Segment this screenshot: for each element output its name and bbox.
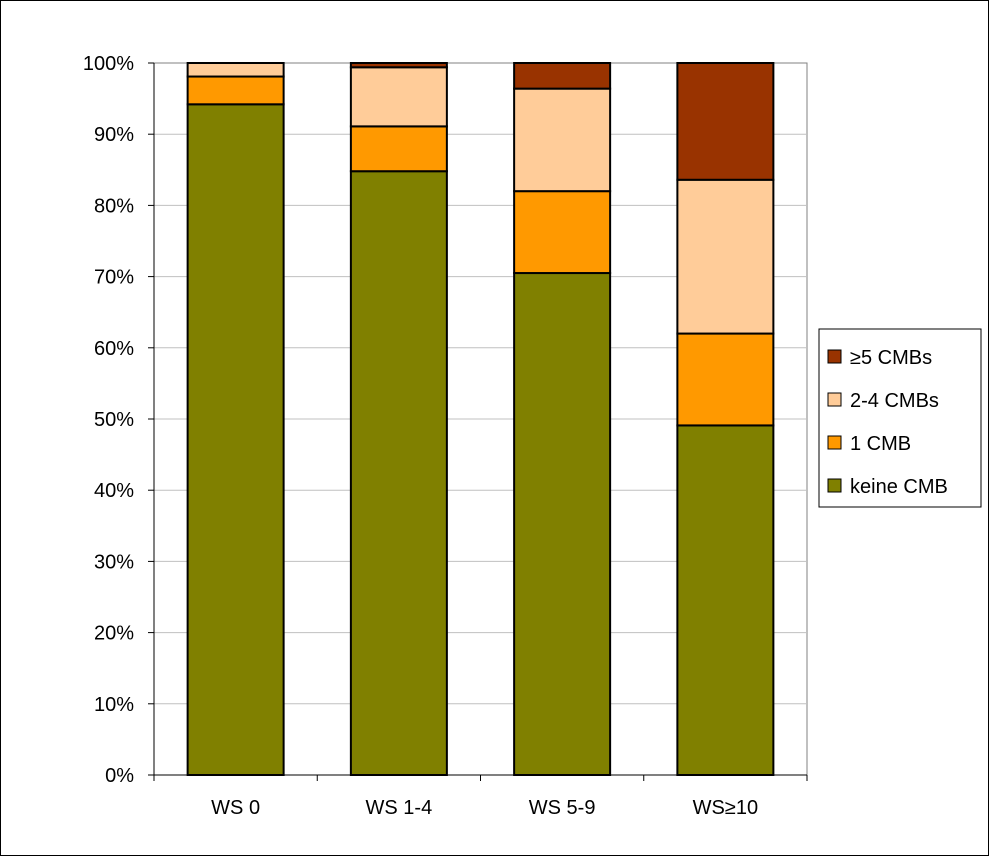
bar-segment [676,332,775,427]
legend-swatch [827,478,842,493]
y-tick-label: 100% [83,53,134,75]
bar-segment [186,62,285,78]
x-category-label: WS 0 [211,797,260,819]
bar-segment [676,178,775,335]
bar-segment [349,125,448,173]
x-category-label: WS≥10 [693,797,758,819]
legend-swatch [827,392,842,407]
bar-segment [513,87,612,193]
y-tick-label: 60% [94,338,134,360]
legend: ≥5 CMBs 2-4 CMBs 1 CMB keine CMB [818,328,982,508]
y-tick-label: 50% [94,409,134,431]
bar-segment [186,75,285,106]
bar-segment [349,170,448,776]
y-tick-label: 20% [94,623,134,645]
bar-segment [349,66,448,128]
x-category-label: WS 5-9 [529,797,596,819]
bar-segment [513,62,612,90]
axes: 0% 10% 20% 30% 40% 50% 60% 70% 80% 90% 100% WS 0 WS … [83,53,808,819]
bar-segment [513,272,612,776]
bars [186,62,775,776]
y-tick-label: 10% [94,694,134,716]
legend-entry-label: 2-4 CMBs [850,390,939,412]
legend-swatch [827,349,842,364]
y-tick-label: 90% [94,124,134,146]
legend-entry-label: keine CMB [850,476,948,498]
bar-segment [186,103,285,776]
y-tick-label: 80% [94,195,134,217]
legend-box [818,328,982,508]
bar-segment [676,424,775,776]
legend-entry-label: 1 CMB [850,433,911,455]
y-tick-label: 40% [94,480,134,502]
y-tick-label: 70% [94,267,134,289]
bar-segment [349,62,448,69]
bar-segment [676,62,775,181]
y-tick-label: 0% [105,765,134,787]
x-category-label: WS 1-4 [366,797,433,819]
y-tick-label: 30% [94,551,134,573]
bar-segment [513,190,612,275]
legend-entry-label: ≥5 CMBs [850,347,932,369]
legend-swatch [827,435,842,450]
